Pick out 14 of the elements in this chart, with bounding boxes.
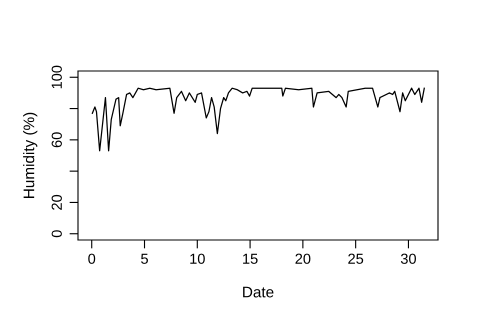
x-tick-label: 20 — [295, 254, 310, 264]
y-tick-label: 0 — [52, 230, 62, 238]
y-axis-title: Humidity (%) — [23, 112, 38, 198]
line-series — [92, 88, 425, 152]
y-tick-label: 100 — [52, 66, 62, 88]
x-tick-label: 5 — [141, 254, 148, 264]
x-tick-label: 10 — [190, 254, 205, 264]
x-tick-label: 30 — [400, 254, 416, 264]
x-tick-label: 0 — [88, 254, 96, 264]
x-tick-label: 25 — [348, 254, 364, 264]
x-tick-label: 15 — [243, 254, 258, 264]
y-tick-label: 60 — [52, 132, 62, 148]
y-tick-label: 20 — [52, 194, 62, 210]
x-axis-title: Date — [243, 286, 274, 298]
